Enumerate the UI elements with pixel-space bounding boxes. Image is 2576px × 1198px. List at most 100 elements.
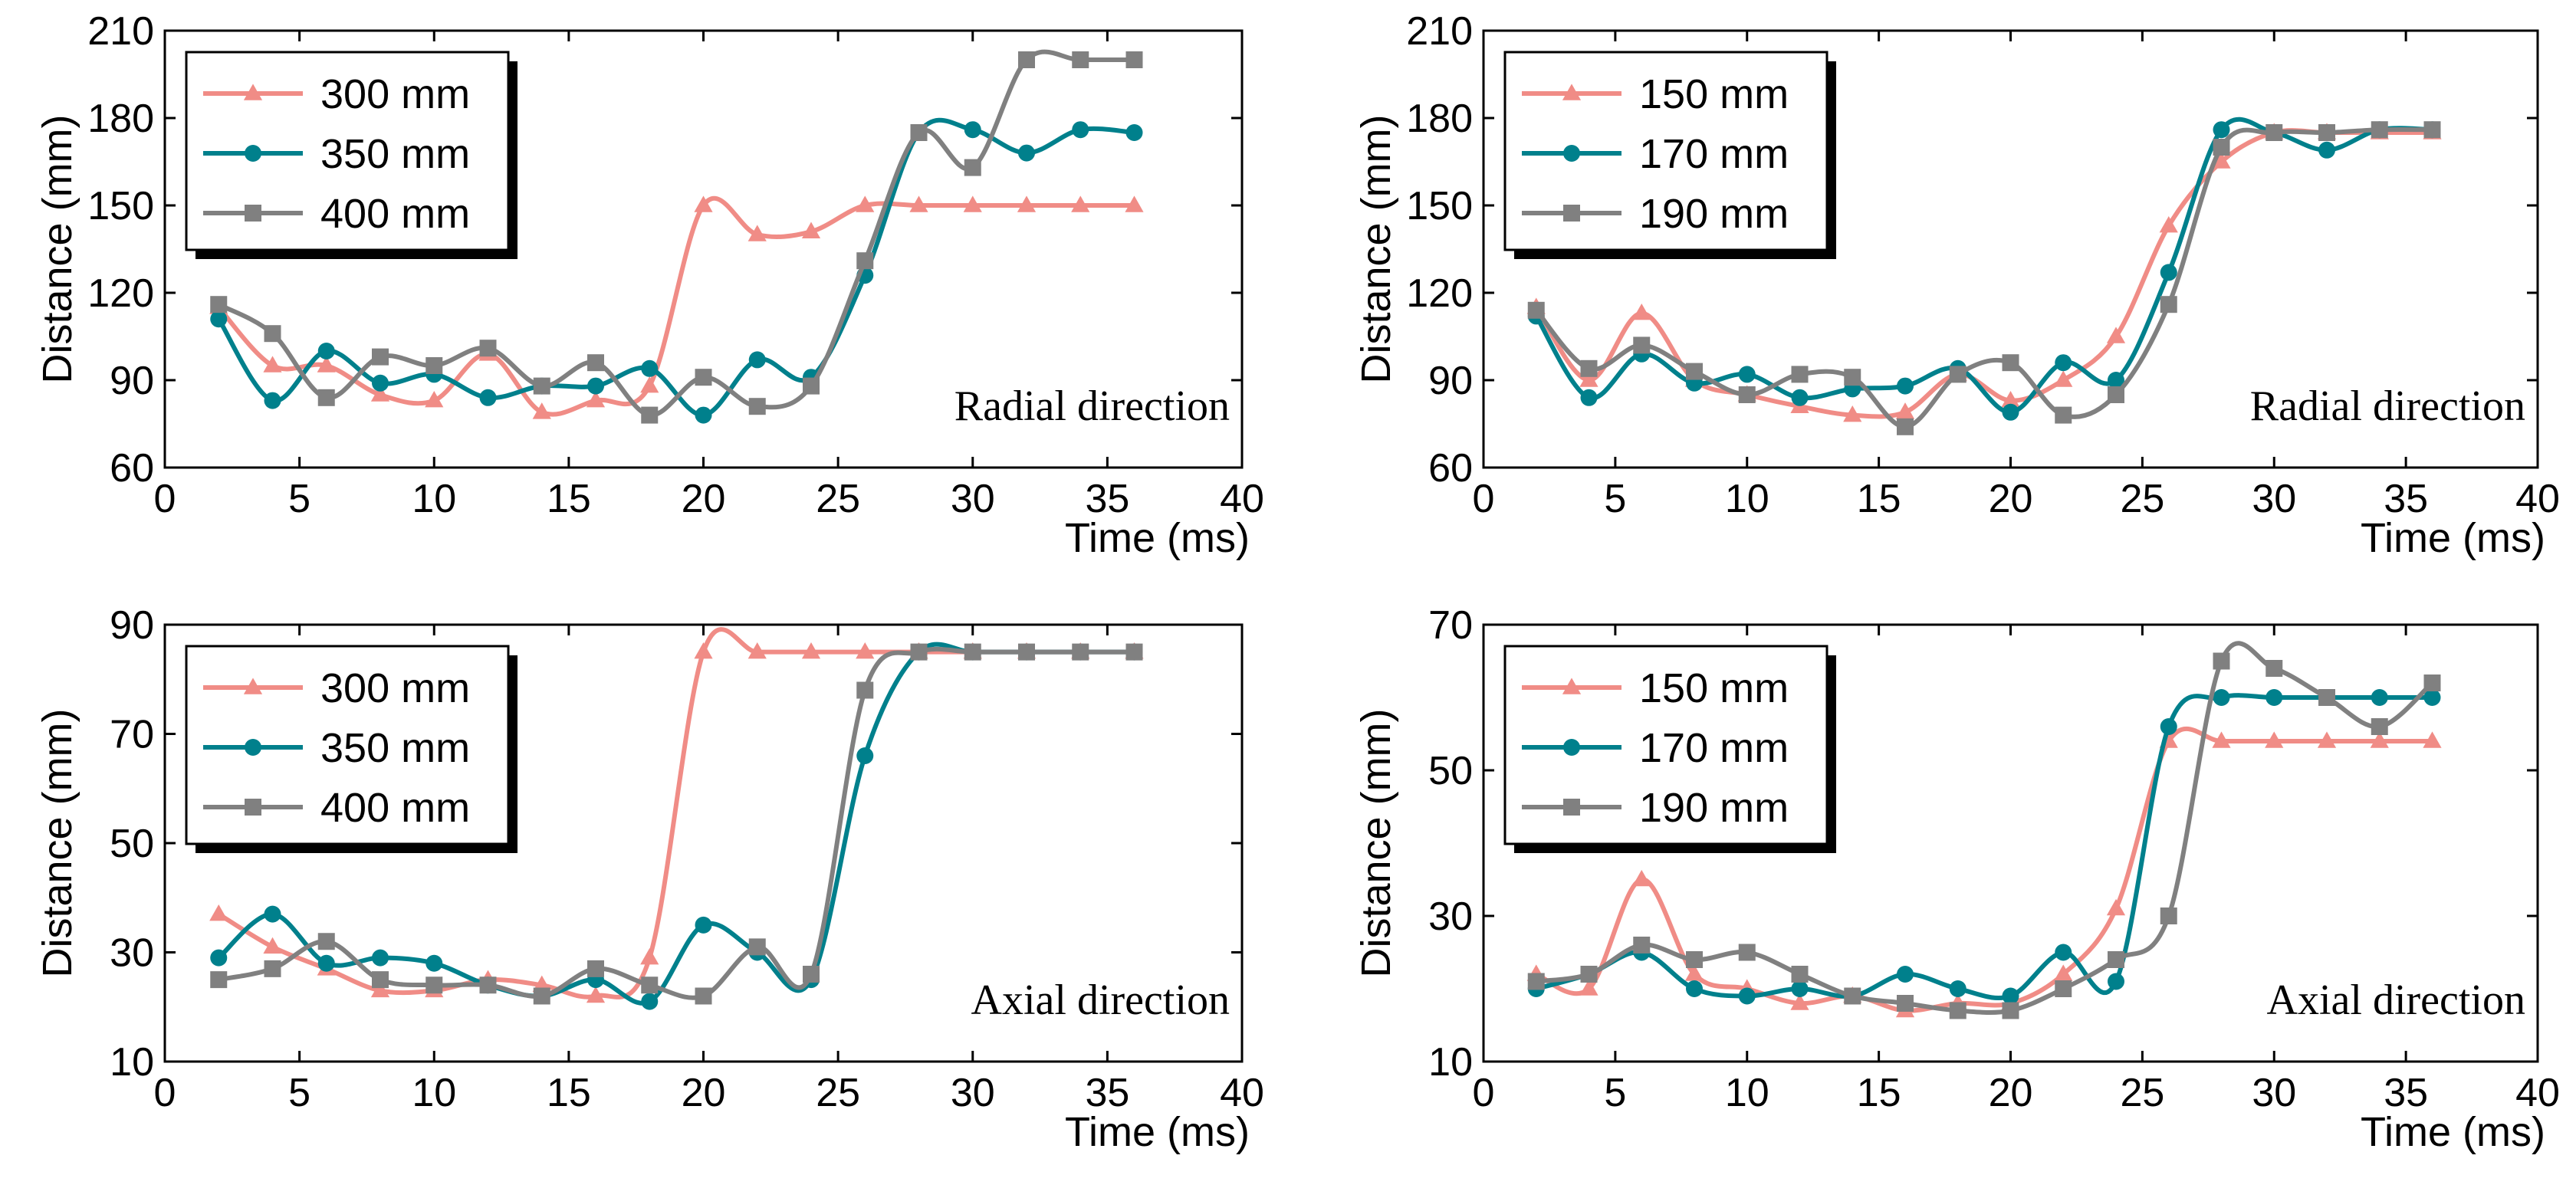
data-point (2370, 731, 2389, 748)
data-point (1632, 303, 1651, 320)
data-point (856, 681, 874, 699)
y-tick-label: 10 (110, 1040, 154, 1085)
data-point (2054, 370, 2073, 387)
data-point (2212, 731, 2231, 748)
data-point (1580, 389, 1598, 406)
data-point (1949, 980, 1967, 997)
data-point (426, 954, 443, 972)
data-point (370, 980, 390, 998)
data-point (1844, 369, 1861, 386)
data-point (1684, 964, 1704, 981)
data-point (1686, 951, 1703, 968)
data-point (1791, 389, 1809, 406)
y-tick-label: 180 (1406, 97, 1473, 141)
data-point (264, 325, 281, 343)
data-point (1072, 643, 1089, 661)
data-point (2423, 674, 2441, 691)
data-point (1579, 979, 1598, 996)
data-point (1738, 386, 1756, 403)
data-point (1686, 980, 1703, 997)
data-point (587, 960, 604, 977)
legend-label: 350 mm (320, 131, 470, 177)
x-tick-label: 5 (1604, 477, 1626, 521)
data-point (641, 406, 659, 424)
data-point (2318, 141, 2335, 159)
direction-annotation: Axial direction (2267, 976, 2525, 1024)
x-axis-title: Time (ms) (1065, 1109, 1250, 1155)
x-tick-label: 35 (1085, 477, 1129, 521)
data-point (317, 356, 336, 373)
x-tick-label: 30 (2252, 1071, 2296, 1115)
data-point (426, 357, 443, 374)
data-point (587, 377, 604, 395)
data-point (425, 390, 444, 408)
data-point (210, 310, 228, 328)
data-point (856, 747, 874, 764)
x-tick-label: 30 (951, 477, 995, 521)
legend: 150 mm 170 mm 190 mm (1503, 51, 1836, 259)
x-tick-label: 40 (2515, 1071, 2560, 1115)
data-point (210, 296, 228, 313)
direction-annotation: Axial direction (971, 976, 1230, 1024)
data-point (2160, 718, 2177, 735)
x-tick-label: 20 (682, 1071, 726, 1115)
data-point (372, 971, 389, 989)
y-axis-title: Distance (mm) (34, 708, 80, 977)
direction-annotation: Radial direction (2250, 382, 2525, 430)
legend-marker (243, 678, 263, 694)
legend-marker (1563, 739, 1580, 756)
chart-bottom-right: 0 5 10 15 20 25 30 35 40 10 30 50 70 Time (ms) Distanc… (1353, 603, 2560, 1155)
x-tick-label: 10 (1725, 1071, 1769, 1115)
data-point (209, 904, 228, 921)
data-point (1897, 995, 1914, 1012)
x-axis-title: Time (ms) (2361, 515, 2545, 561)
y-tick-label: 90 (1428, 359, 1473, 403)
data-point (2371, 718, 2388, 735)
data-point (1125, 643, 1143, 661)
y-tick-label: 120 (87, 271, 154, 316)
data-point (640, 947, 659, 965)
x-tick-label: 40 (2515, 477, 2560, 521)
data-point (586, 390, 606, 408)
data-point (1949, 366, 1967, 383)
data-point (1125, 51, 1143, 68)
x-tick-label: 10 (1725, 477, 1769, 521)
data-point (2371, 689, 2388, 706)
x-tick-label: 15 (547, 1071, 591, 1115)
data-point (803, 377, 820, 395)
data-point (1072, 51, 1089, 68)
data-point (210, 949, 228, 967)
x-tick-label: 25 (2120, 477, 2164, 521)
legend: 150 mm 170 mm 190 mm (1503, 645, 1836, 853)
data-point (2054, 964, 2073, 981)
series-400-mm (210, 643, 1143, 1005)
data-point (910, 124, 928, 141)
legend-marker (1563, 205, 1580, 222)
data-point (909, 195, 928, 212)
data-point (264, 392, 281, 409)
x-tick-label: 25 (816, 1071, 860, 1115)
data-point (695, 406, 712, 424)
legend-label: 350 mm (320, 725, 470, 771)
y-tick-label: 50 (110, 822, 154, 866)
x-tick-label: 35 (2384, 1071, 2428, 1115)
chart-bottom-left: 0 5 10 15 20 25 30 35 40 10 30 50 70 90 Time (ms) Dista… (34, 603, 1264, 1155)
data-point (2160, 908, 2177, 924)
legend-label: 170 mm (1639, 725, 1789, 771)
legend-marker (245, 205, 261, 222)
legend-label: 190 mm (1639, 785, 1789, 831)
data-point (1843, 405, 1862, 422)
data-point (803, 966, 820, 983)
data-point (2213, 652, 2230, 670)
data-point (1527, 301, 1545, 319)
data-point (801, 222, 821, 238)
data-point (695, 369, 712, 386)
data-point (2055, 980, 2072, 997)
x-axis-title: Time (ms) (1065, 515, 1250, 561)
data-point (748, 642, 767, 659)
legend-marker (243, 84, 263, 100)
data-point (2318, 689, 2335, 706)
data-point (801, 642, 821, 659)
data-point (317, 343, 335, 359)
data-point (2265, 731, 2284, 748)
